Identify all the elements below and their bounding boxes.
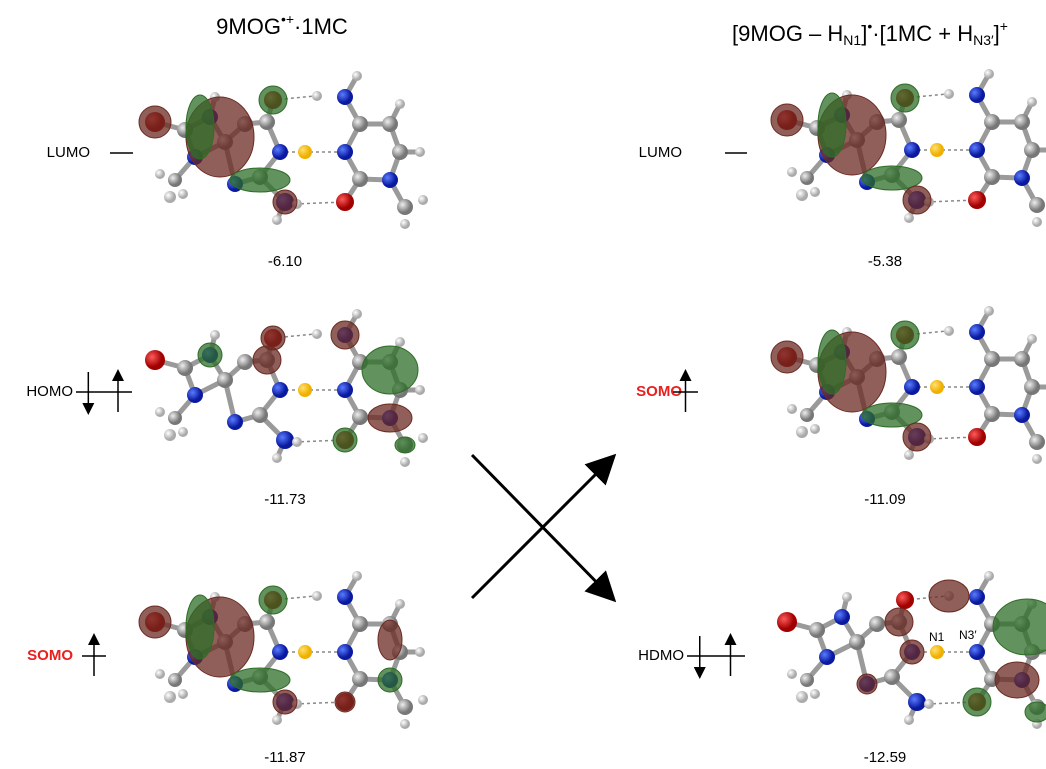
orbital-lobe — [230, 168, 290, 192]
orbital-lobe — [993, 599, 1046, 655]
orbital-lobe — [331, 321, 359, 349]
orbital-lobe — [333, 428, 357, 452]
orbital-lobe — [198, 343, 222, 367]
orbital-energy: -6.10 — [268, 253, 302, 270]
orbital-lobe — [261, 326, 285, 350]
orbital-lobe — [891, 84, 919, 112]
title-part: ·1MC — [294, 14, 348, 39]
orbital-lobe — [378, 620, 402, 660]
orbital-energy: -11.87 — [264, 749, 305, 766]
orbital-lobe — [395, 437, 415, 453]
orbital-lobe — [378, 668, 402, 692]
orbital-energy: -11.73 — [264, 491, 305, 508]
orbital-lobe — [1025, 702, 1046, 722]
molecule — [771, 69, 1046, 227]
molecule — [139, 571, 428, 729]
orbital-lobe — [186, 95, 214, 159]
orbital-lobe — [273, 190, 297, 214]
orbital-label: HOMO — [26, 383, 73, 400]
orbital-label: LUMO — [47, 144, 90, 161]
orbital-lobe — [259, 86, 287, 114]
title-part: N1 — [843, 32, 861, 48]
orbital-energy: -11.09 — [864, 491, 905, 508]
molecule — [777, 571, 1046, 729]
column-title: [9MOG – HN1]•·[1MC + HN3′]+ — [732, 18, 1008, 48]
orbital-lobe — [335, 692, 355, 712]
orbital-lobe — [818, 330, 846, 394]
orbital-lobe — [368, 404, 412, 432]
orbital-lobe — [139, 606, 171, 638]
atom-label: N1 — [929, 630, 945, 644]
orbital-lobe — [771, 104, 803, 136]
figure: 9MOG•+·1MC LUMO -6.10 HOMO -11.73 SOMO -11.87 [… — [0, 0, 1046, 769]
orbital-energy: -12.59 — [864, 749, 907, 766]
molecule — [771, 306, 1046, 464]
orbital-lobe — [253, 346, 281, 374]
orbital-lobe — [771, 341, 803, 373]
orbital-lobe — [362, 346, 418, 394]
title-part: N3′ — [973, 32, 994, 48]
orbital-lobe — [891, 321, 919, 349]
orbital-lobe — [929, 580, 969, 612]
orbital-label: SOMO — [27, 647, 73, 664]
orbital-lobe — [963, 688, 991, 716]
orbital-lobe — [818, 93, 846, 157]
orbital-lobe — [857, 674, 877, 694]
orbital-label: LUMO — [639, 144, 682, 161]
molecule — [145, 309, 428, 467]
column-title: 9MOG•+·1MC — [216, 11, 348, 39]
atom-label: N3′ — [959, 628, 977, 642]
orbital-lobe — [900, 640, 924, 664]
orbital-label: HDMO — [638, 647, 684, 664]
molecule — [139, 71, 428, 229]
orbital-lobe — [903, 423, 931, 451]
orbital-energy: -5.38 — [868, 253, 902, 270]
title-part: ·[1MC + H — [872, 21, 973, 46]
orbital-lobe — [230, 668, 290, 692]
title-part: •+ — [281, 11, 294, 27]
orbital-lobe — [273, 690, 297, 714]
orbital-lobe — [259, 586, 287, 614]
title-part: + — [1000, 18, 1008, 34]
orbital-lobe — [885, 608, 913, 636]
orbital-lobe — [903, 186, 931, 214]
orbital-lobe — [186, 595, 214, 659]
title-part: [9MOG – H — [732, 21, 843, 46]
orbital-lobe — [995, 662, 1039, 698]
title-part: 9MOG — [216, 14, 281, 39]
orbital-lobe — [139, 106, 171, 138]
